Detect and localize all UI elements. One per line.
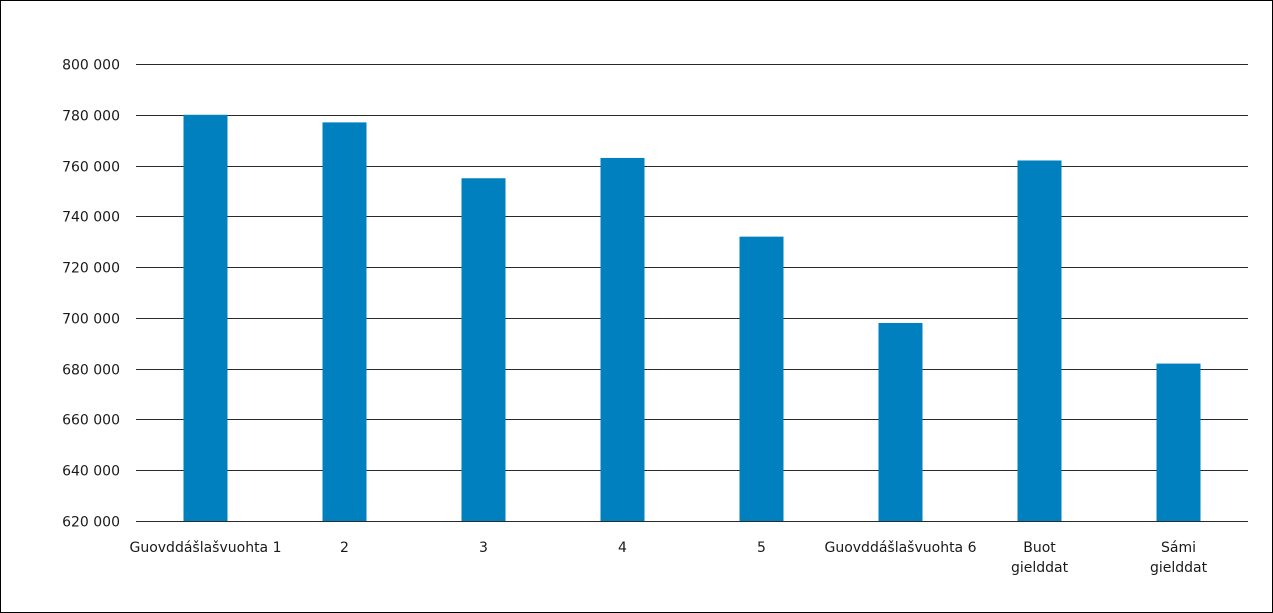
x-tick-label-line: 4: [618, 540, 627, 556]
x-tick-label-line: 3: [479, 540, 488, 556]
bar: [600, 157, 645, 521]
x-tick-label: Guovddášlašvuohta 1: [129, 540, 281, 556]
y-tick-label: 800 000: [62, 58, 120, 74]
bar: [461, 178, 506, 521]
y-tick-label: 780 000: [62, 109, 120, 125]
x-tick-label-line: Sámi: [1161, 540, 1196, 556]
y-tick-label: 740 000: [62, 210, 120, 226]
y-tick-label: 700 000: [62, 312, 120, 328]
x-tick-label: Sámi gielddat: [1150, 540, 1208, 576]
x-tick-label-line: Buot: [1023, 540, 1056, 556]
y-tick-label: 620 000: [62, 515, 120, 531]
x-tick-label: 3: [479, 540, 488, 556]
y-tick-label: 720 000: [62, 261, 120, 277]
bar: [878, 322, 923, 521]
x-tick-label-line: Guovddášlašvuohta 6: [824, 540, 976, 556]
bar: [322, 122, 367, 522]
x-tick-label-line: gielddat: [1150, 560, 1208, 576]
bar: [183, 114, 228, 522]
bar: [1156, 363, 1201, 521]
x-tick-label: 5: [757, 540, 766, 556]
x-tick-label-line: Guovddášlašvuohta 1: [129, 540, 281, 556]
x-tick-label-line: gielddat: [1011, 560, 1069, 576]
y-tick-label: 760 000: [62, 160, 120, 176]
y-tick-label: 640 000: [62, 464, 120, 480]
x-tick-label: Guovddášlašvuohta 6: [824, 540, 976, 556]
x-tick-label: 2: [340, 540, 349, 556]
x-tick-label: Buot gielddat: [1011, 540, 1069, 576]
x-tick-label-line: 5: [757, 540, 766, 556]
x-tick-label-line: 2: [340, 540, 349, 556]
y-tick-label: 680 000: [62, 363, 120, 379]
x-tick-label: 4: [618, 540, 627, 556]
y-tick-label: 660 000: [62, 413, 120, 429]
bar: [739, 236, 784, 521]
bar: [1017, 160, 1062, 521]
